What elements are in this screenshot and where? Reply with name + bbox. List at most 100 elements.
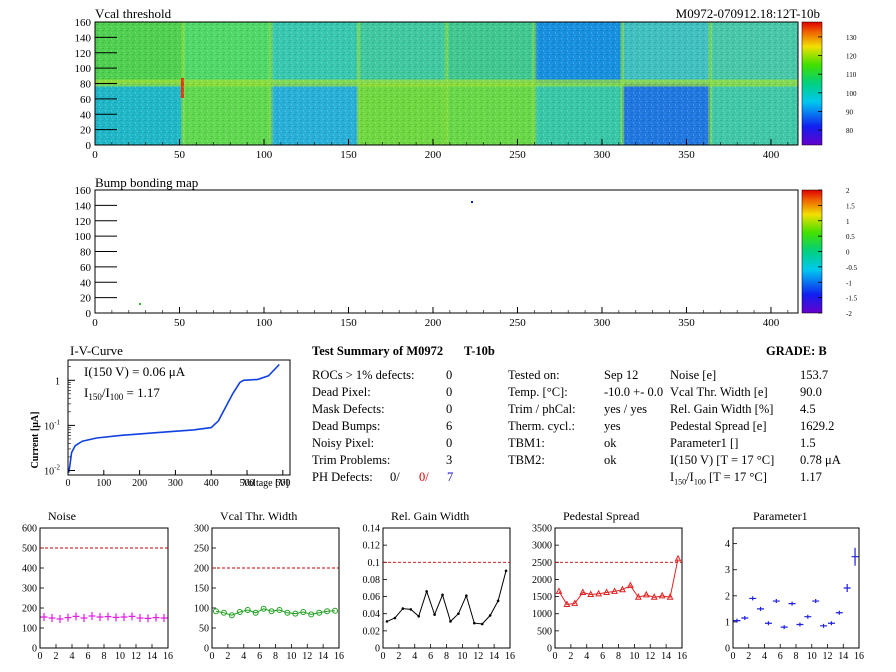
- data-point: [812, 599, 820, 604]
- plot-title: Vcal Thr. Width: [220, 509, 297, 523]
- y-tick-label: 160: [75, 17, 92, 29]
- y-tick-label: 100: [194, 604, 209, 615]
- y-tick-label: 120: [75, 216, 92, 228]
- data-point: [284, 609, 291, 616]
- data-point: [650, 593, 658, 600]
- colorbar-tick-label: 120: [846, 53, 857, 61]
- data-point: [772, 599, 780, 604]
- y-tick-label: 100: [22, 624, 37, 635]
- data-point: [104, 612, 112, 621]
- data-point: [674, 554, 682, 562]
- ratio-slash: /I: [686, 470, 694, 484]
- summary-mid-label: TBM2:: [508, 453, 545, 467]
- colorbar-tick-label: 0.5: [846, 233, 855, 241]
- y-tick-label: 0: [375, 644, 380, 655]
- x-tick-label: 250: [509, 149, 526, 161]
- x-tick-label: 400: [763, 149, 780, 161]
- iv-y-tick-label: 10-1: [44, 418, 60, 432]
- data-point: [619, 585, 626, 593]
- data-point: [796, 622, 804, 627]
- summary-label: ROCs > 1% defects:: [312, 368, 415, 382]
- x-tick-label: 16: [163, 651, 173, 662]
- x-tick-label: 6: [86, 651, 91, 662]
- x-tick-label: 2: [54, 651, 59, 662]
- data-point: [393, 616, 397, 620]
- plot-frame: [382, 527, 511, 649]
- data-point: [425, 590, 428, 593]
- x-tick-label: 150: [340, 317, 357, 329]
- x-tick-label: 50: [174, 149, 186, 161]
- data-point: [733, 618, 741, 623]
- y-tick-label: 1000: [532, 609, 552, 620]
- y-tick-label: 300: [22, 584, 37, 595]
- iv-x-tick-label: 300: [168, 478, 183, 489]
- plot-frame: [732, 527, 860, 649]
- vcal-map-x-axis: 0 50 100 150 200 250 300 350 400: [92, 139, 789, 161]
- x-tick-label: 0: [731, 651, 736, 662]
- ratio-sub1: 150: [674, 477, 687, 487]
- y-tick-label: 20: [80, 125, 92, 137]
- data-point: [88, 612, 96, 620]
- plot-title: Parameter1: [753, 509, 808, 523]
- x-tick-label: 200: [425, 149, 442, 161]
- plot-title: Pedestal Spread: [563, 509, 639, 523]
- data-point: [260, 605, 267, 612]
- summary-mid-value: yes: [604, 419, 621, 433]
- summary-label: Dead Pixel:: [312, 385, 371, 399]
- y-tick-label: 0.04: [363, 609, 381, 620]
- summary-right-label: Rel. Gain Width [%]: [670, 402, 774, 416]
- y-tick-label: 2000: [532, 575, 552, 586]
- x-tick-label: 8: [273, 651, 278, 662]
- x-tick-label: 50: [174, 317, 186, 329]
- y-tick-label: 0: [547, 644, 552, 655]
- summary-right-value: 1629.2: [800, 419, 835, 433]
- x-tick-label: 350: [678, 149, 695, 161]
- x-tick-label: 300: [594, 149, 611, 161]
- plot-frame: [211, 527, 340, 649]
- colorbar-tick-label: 2: [846, 187, 850, 195]
- summary-tbm: T-10b: [464, 344, 495, 358]
- y-tick-label: 1: [725, 617, 730, 628]
- y-tick-label: 500: [537, 626, 552, 637]
- data-point: [741, 616, 749, 620]
- x-tick-label: 6: [600, 651, 605, 662]
- plot-frame: [39, 527, 169, 649]
- data-point: [788, 601, 796, 606]
- summary-label: Dead Bumps:: [312, 419, 381, 433]
- data-point: [308, 611, 315, 618]
- data-point: [236, 609, 243, 615]
- summary-ratio-label: I150/I100 [T = 17 °C]: [670, 470, 767, 487]
- summary-mid-label: TBM1:: [508, 436, 545, 450]
- iv-ratio-i: I: [84, 385, 88, 400]
- bump-bonding-map: Bump bonding map 0 50 100 150 200 250 300 350 40…: [75, 175, 858, 329]
- y-tick-label: 0.08: [363, 575, 381, 586]
- y-tick-label: 0: [86, 308, 92, 320]
- colorbar-tick-label: -2: [846, 310, 852, 318]
- iv-x-tick-label: 0: [66, 478, 71, 489]
- iv-curve-plot: I-V-Curve 0 100 200 300 400 500 600 10-2 10-1 1 I…: [30, 343, 291, 489]
- iv-y-exponent: -2: [54, 463, 60, 471]
- summary-right-label: Parameter1 []: [670, 436, 739, 450]
- iv-x-tick-label: 400: [204, 478, 219, 489]
- summary-mid-label: Therm. cycl.:: [508, 419, 575, 433]
- data-point: [433, 613, 436, 616]
- y-tick-label: 400: [22, 564, 37, 575]
- y-tick-label: 3500: [532, 524, 552, 535]
- y-tick-label: 140: [75, 32, 92, 44]
- data-point: [835, 610, 843, 615]
- x-tick-label: 14: [147, 651, 157, 662]
- data-point: [220, 609, 227, 616]
- data-point: [385, 620, 389, 623]
- data-point: [56, 615, 64, 623]
- summary-value: 3: [446, 453, 453, 467]
- data-point: [634, 593, 642, 600]
- bump-map-y-axis: 0 20 40 60 80 100 120 140 160: [75, 185, 117, 320]
- data-point: [480, 622, 484, 626]
- y-tick-label: 0: [32, 644, 37, 655]
- x-tick-label: 10: [629, 651, 639, 662]
